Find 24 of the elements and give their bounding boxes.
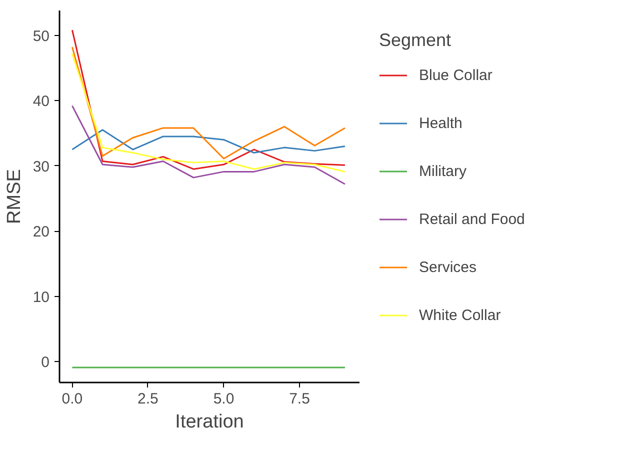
- legend-label: Military: [419, 162, 466, 181]
- legend-label: Blue Collar: [419, 66, 492, 85]
- y-tick-label: 10: [32, 288, 50, 306]
- y-tick-label: 50: [32, 28, 50, 45]
- x-axis-title: Iteration: [175, 412, 244, 432]
- x-tick-label: 7.5: [289, 390, 310, 408]
- legend-label: Health: [419, 114, 462, 133]
- line-series: [71, 52, 346, 172]
- legend-label: Services: [419, 258, 477, 277]
- line-series: [71, 105, 346, 185]
- y-axis-title: RMSE: [4, 169, 25, 224]
- y-tick-label: 20: [32, 224, 50, 241]
- x-tick-label: 2.5: [138, 390, 158, 408]
- y-tick-label: 0: [41, 354, 50, 372]
- line-series: [71, 29, 346, 170]
- legend-title: Segment: [379, 30, 452, 51]
- legend-label: White Collar: [419, 306, 501, 325]
- y-tick-label: 40: [32, 93, 50, 110]
- line-series: [71, 129, 346, 154]
- y-tick-label: 30: [32, 158, 50, 176]
- x-tick-label: 0.0: [62, 390, 83, 408]
- line-series: [71, 46, 346, 160]
- legend-label: Retail and Food: [419, 210, 525, 229]
- x-tick-label: 5.0: [213, 390, 234, 408]
